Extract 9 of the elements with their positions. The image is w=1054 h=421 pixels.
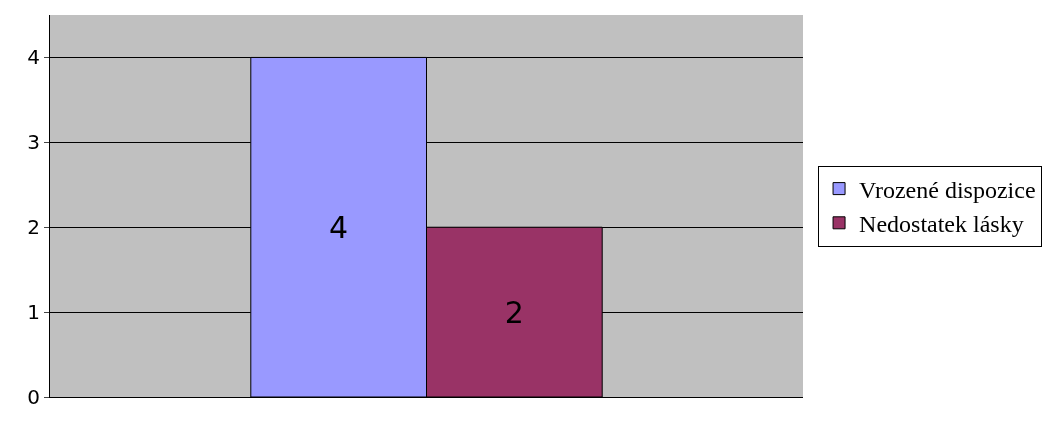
data-label: 2 [504,294,524,330]
y-tick-label: 3 [27,130,40,155]
y-tick-label: 0 [27,385,40,409]
data-label: 4 [329,209,349,245]
y-tick-label: 2 [27,215,40,240]
legend-label: Nedostatek lásky [859,211,1024,238]
legend-label: Vrozené dispozice [859,176,1036,203]
y-tick-label: 4 [27,45,40,70]
y-tick-label: 1 [27,300,40,325]
